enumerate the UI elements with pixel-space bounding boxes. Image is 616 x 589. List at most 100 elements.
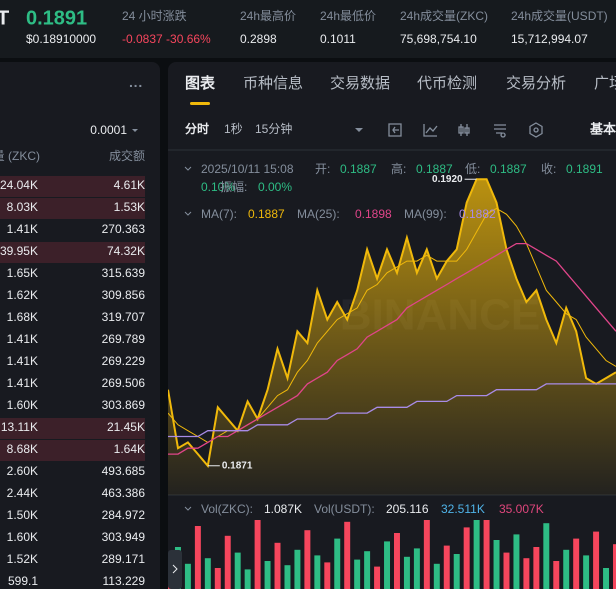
stat-label: 24h成交量(USDT) <box>511 8 608 23</box>
volume-bar <box>304 530 311 589</box>
tab[interactable]: 代币检测 <box>417 75 477 92</box>
interval-button[interactable]: 1秒 <box>224 122 243 136</box>
trade-total: 269.229 <box>102 354 146 368</box>
stat-value: 0.2898 <box>240 32 277 46</box>
volume-bar <box>453 554 460 589</box>
trade-amount: 2.44K <box>7 486 38 500</box>
depth-highlight <box>0 418 145 439</box>
volume-bar <box>463 527 470 589</box>
trade-total: 270.363 <box>102 222 146 236</box>
trade-amount: 8.03K <box>7 200 38 214</box>
volume-bar <box>593 531 600 589</box>
volume-value: 1.087K <box>264 502 302 516</box>
trade-total: 493.685 <box>102 464 146 478</box>
volume-bar <box>214 568 221 589</box>
volume-bar <box>503 552 510 589</box>
trade-total: 284.972 <box>102 508 146 522</box>
ma-line <box>168 242 616 455</box>
stat-value: -0.0837 -30.66% <box>122 32 211 46</box>
collapse-arrow <box>184 166 192 171</box>
trade-total: 269.506 <box>102 376 146 390</box>
info-time: 2025/10/11 15:08 <box>201 162 294 176</box>
info-value: 0.00% <box>258 180 292 194</box>
volume-bar <box>354 559 361 589</box>
price-pane: BINANCE <box>168 178 616 495</box>
trade-total: 74.32K <box>107 244 145 258</box>
volume-bar <box>533 547 540 589</box>
scroll-button[interactable] <box>168 550 182 589</box>
stat-label: 24 小时涨跌 <box>122 8 187 23</box>
tab[interactable]: 交易分析 <box>506 74 566 92</box>
info-label: 高: <box>391 161 406 176</box>
tab[interactable]: 币种信息 <box>243 75 303 92</box>
interval-button[interactable]: 15分钟 <box>255 121 292 136</box>
legend-label: MA(7): <box>201 207 237 221</box>
column-header: 量 (ZKC) <box>0 149 40 163</box>
volume-bar <box>324 562 331 589</box>
stat-label: 24h成交量(ZKC) <box>400 8 488 23</box>
volume-bar <box>254 520 261 589</box>
trade-total: 309.856 <box>102 288 146 302</box>
trade-amount: 1.41K <box>7 376 38 390</box>
trade-amount: 13.11K <box>1 420 38 434</box>
price-area <box>168 179 616 495</box>
volume-bar <box>573 538 580 589</box>
trade-total: 269.789 <box>102 332 146 346</box>
volume-bar <box>553 561 560 589</box>
volume-ma-value: 35.007K <box>499 502 544 516</box>
info-value: 0.1887 <box>340 162 377 176</box>
high-label: 0.1920 <box>432 174 463 185</box>
trade-amount: 599.1 <box>8 574 38 588</box>
stat-value: 15,712,994.07 <box>511 32 588 46</box>
volume-bar <box>393 533 400 589</box>
volume-bar <box>274 542 281 589</box>
volume-bar <box>244 569 251 589</box>
depth-highlight <box>0 176 145 197</box>
tab[interactable]: 图表 <box>185 74 216 92</box>
volume-bar <box>364 551 371 589</box>
icon[interactable] <box>529 122 543 138</box>
volume-label: Vol(USDT): <box>314 502 375 516</box>
interval-dropdown <box>355 128 363 132</box>
collapse-arrow <box>184 506 192 511</box>
interval-button[interactable]: 分时 <box>185 121 209 136</box>
trade-amount: 1.60K <box>7 530 38 544</box>
stat-label: 24h最高价 <box>240 8 296 23</box>
volume-bar <box>473 520 480 589</box>
trade-total: 4.61K <box>114 178 145 192</box>
volume-bar <box>443 545 450 589</box>
mode-button[interactable]: 基本 <box>589 121 616 136</box>
volume-bar <box>513 534 520 589</box>
icon[interactable] <box>494 124 506 138</box>
last-price: 0.1891 <box>26 7 87 29</box>
trade-amount: 1.50K <box>7 508 38 522</box>
volume-bar <box>344 521 351 589</box>
depth-highlight <box>0 440 145 461</box>
stat-value: 0.1011 <box>320 32 356 46</box>
precision-select[interactable]: 0.0001 <box>90 123 127 137</box>
trade-total: 113.229 <box>103 574 146 588</box>
tab[interactable]: 交易数据 <box>330 74 390 92</box>
collapse-arrow <box>184 211 192 216</box>
trade-amount: 8.68K <box>7 442 38 456</box>
trade-total: 303.869 <box>102 398 146 412</box>
legend-value: 0.1887 <box>248 207 285 221</box>
price-line <box>168 178 616 469</box>
volume-bar <box>334 538 341 589</box>
volume-bar <box>374 566 381 589</box>
icon[interactable] <box>458 124 470 136</box>
volume-bar <box>314 555 321 589</box>
scroll-arrow <box>172 564 178 574</box>
stat-value: 75,698,754.10 <box>400 32 477 46</box>
volume-label: Vol(ZKC): <box>201 502 253 516</box>
icon[interactable] <box>388 123 402 137</box>
tab[interactable]: 广场 <box>594 75 616 92</box>
icon[interactable] <box>423 124 438 137</box>
stat-label: 24h最低价 <box>320 9 376 23</box>
menu-button[interactable]: ··· <box>129 78 143 94</box>
volume-bar <box>483 520 490 589</box>
trade-amount: 1.65K <box>7 266 38 280</box>
volume-bar <box>603 568 610 589</box>
